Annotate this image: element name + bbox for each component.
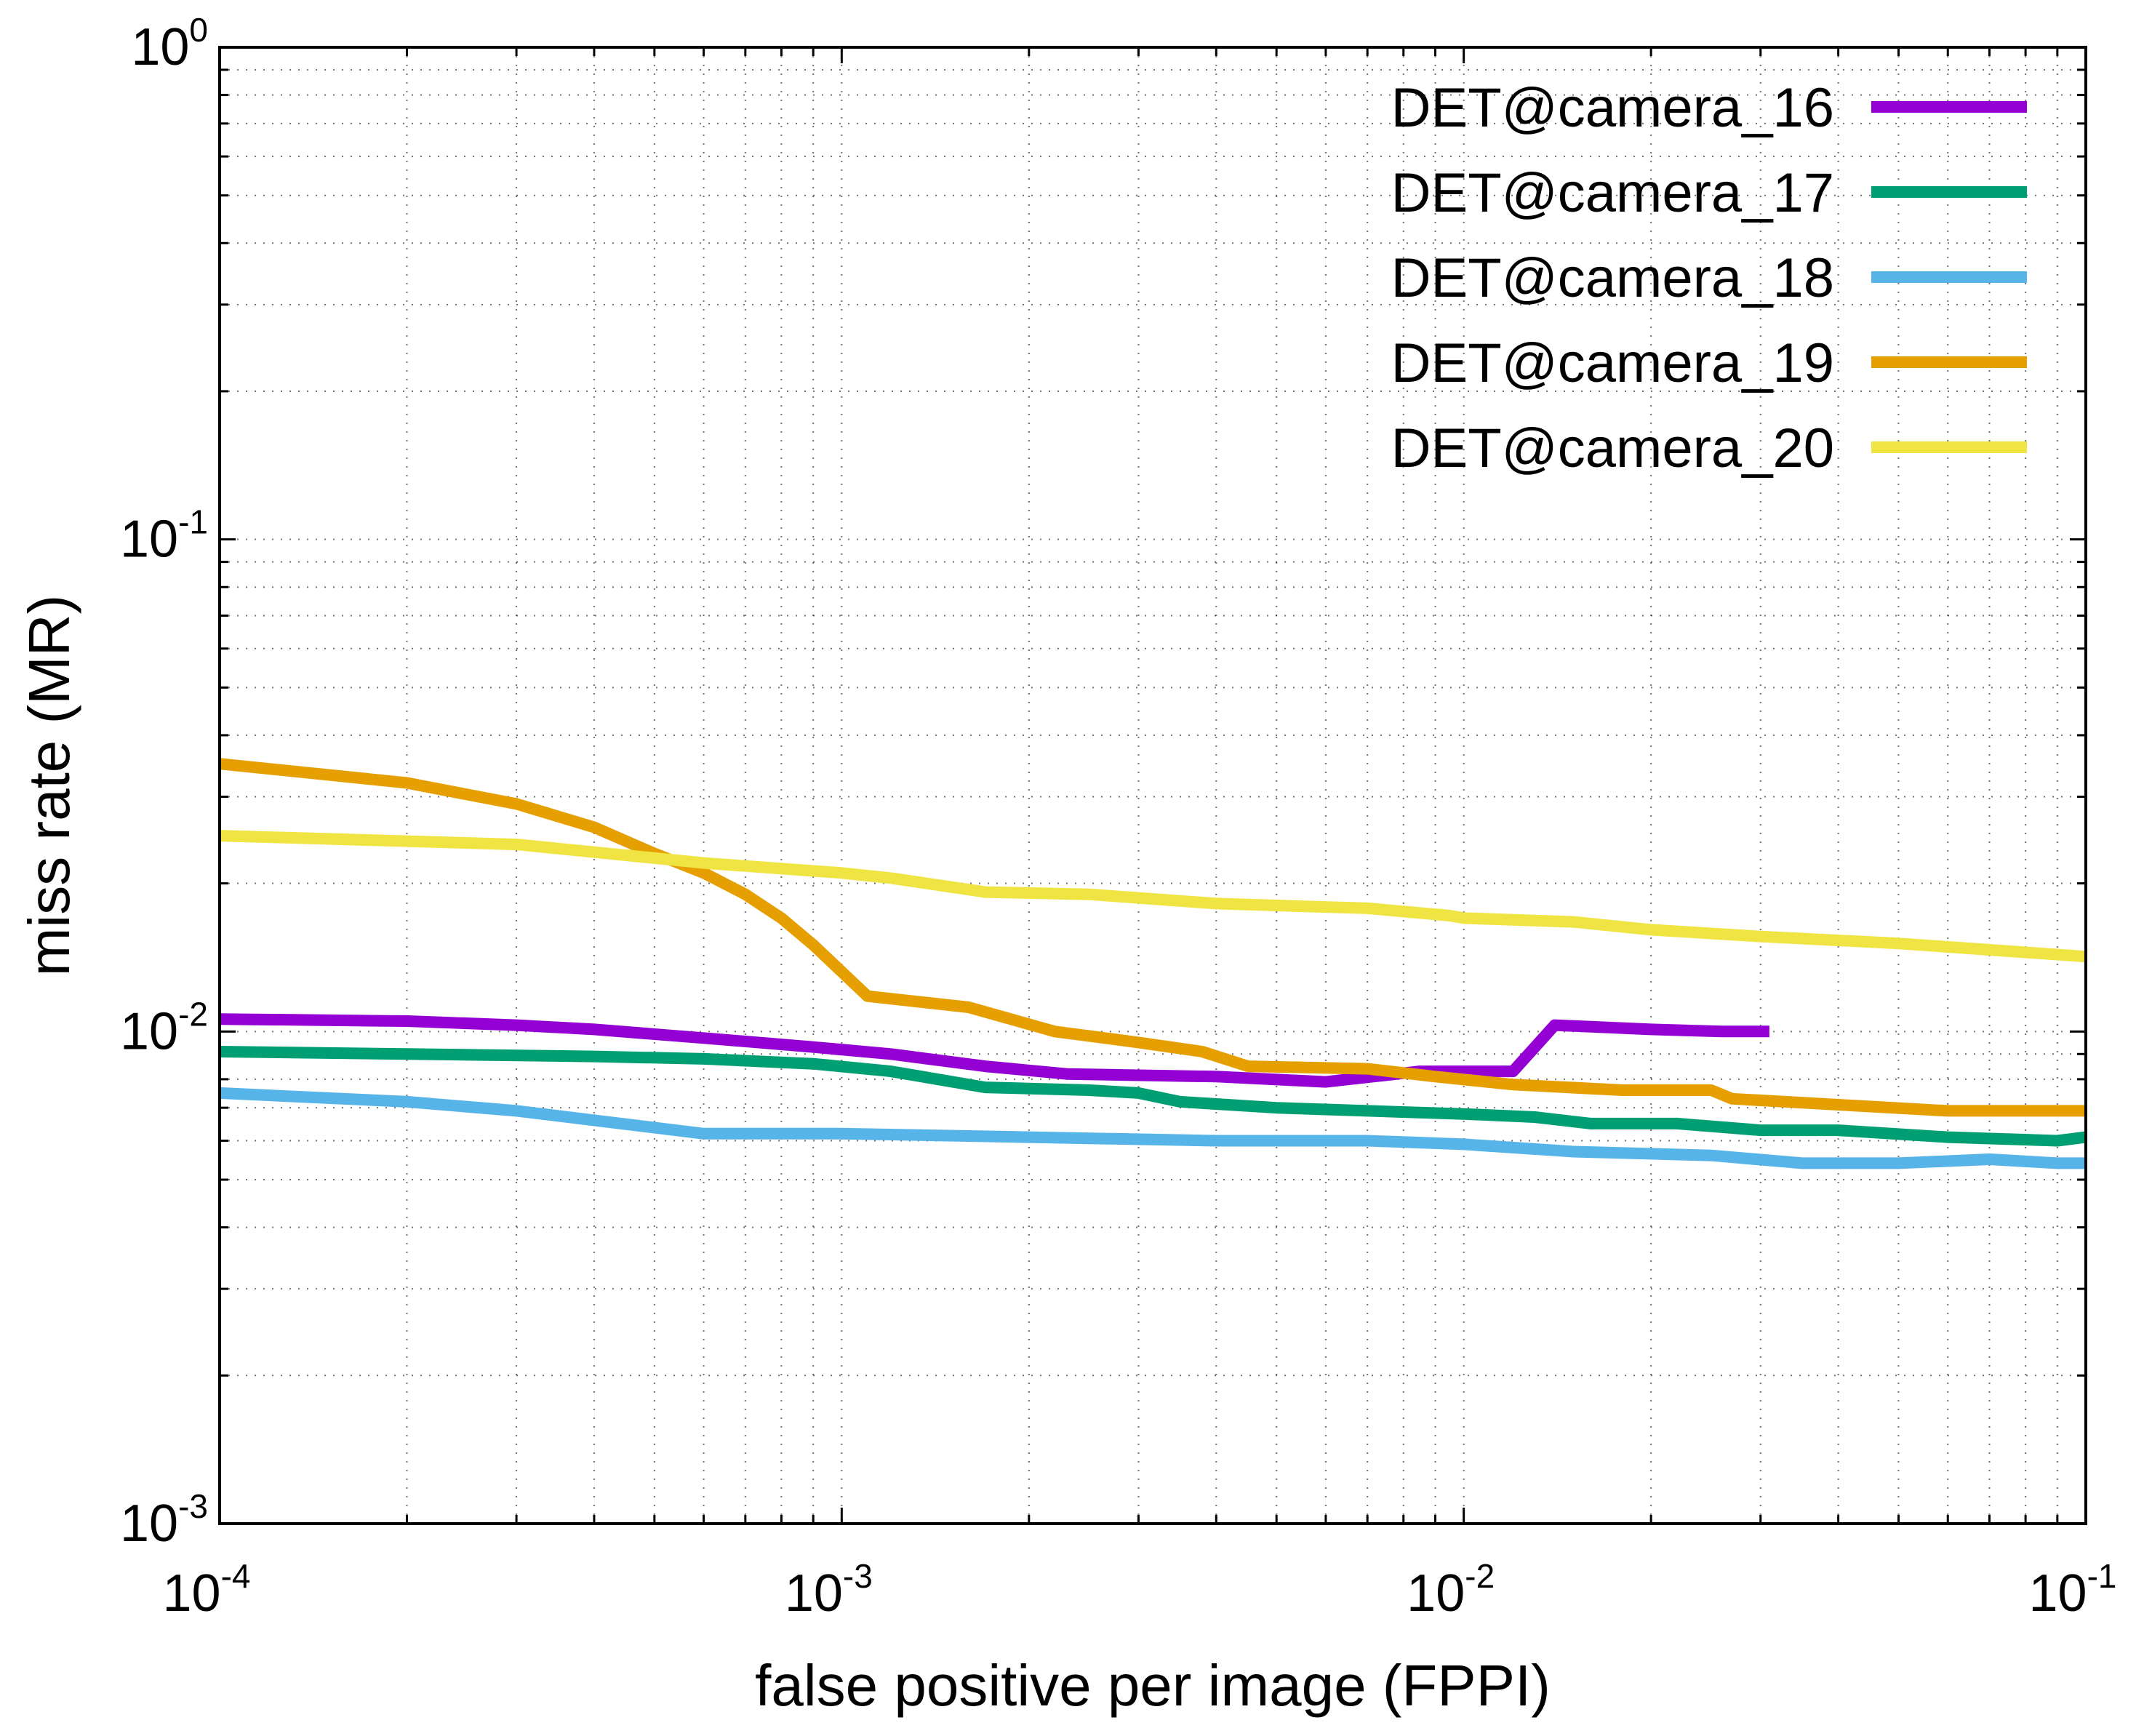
y-tick-label: 100 [131,11,208,76]
x-tick-label: 10-2 [1407,1557,1495,1623]
x-tick-label: 10-1 [2029,1557,2117,1623]
legend-label: DET@camera_19 [1391,332,1834,394]
legend-label: DET@camera_20 [1391,417,1834,479]
series-line-det-camera-16 [219,1013,1769,1088]
x-axis-title: false positive per image (FPPI) [755,1653,1551,1718]
series-lines [219,758,2087,1169]
legend: DET@camera_16 DET@camera_17 DET@camera_18 D… [1391,77,2027,479]
y-tick-label: 10-1 [120,503,208,569]
plot-border [218,46,2087,1525]
series-line-det-camera-20 [219,830,2087,963]
y-tick-label: 10-2 [120,995,208,1060]
series-line-det-camera-17 [219,1046,2087,1147]
y-axis-title: miss rate (MR) [17,595,81,976]
x-tick-label: 10-3 [785,1557,873,1623]
series-line-det-camera-18 [219,1087,2086,1169]
x-tick-label: 10-4 [163,1557,251,1623]
legend-label: DET@camera_16 [1391,77,1834,139]
legend-label: DET@camera_17 [1391,162,1834,224]
legend-label: DET@camera_18 [1391,247,1834,309]
y-tick-label: 10-3 [120,1487,208,1553]
